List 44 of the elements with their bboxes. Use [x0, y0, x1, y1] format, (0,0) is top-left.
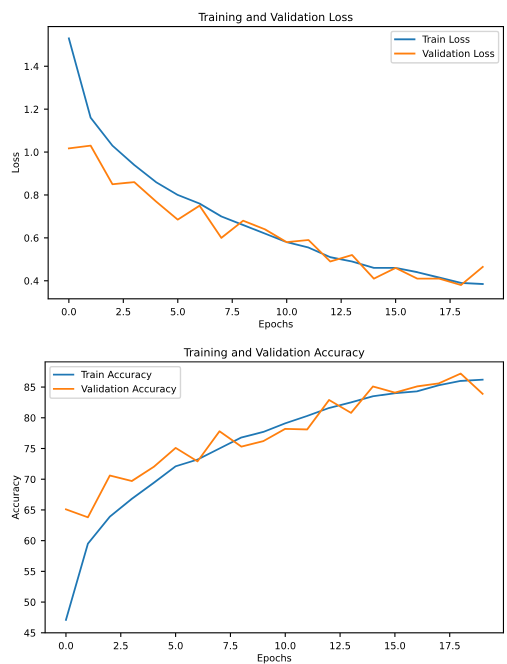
y-tick-label: 1.4 [24, 62, 39, 70]
y-axis-title: Loss [12, 152, 20, 172]
x-axis-title: Epochs [258, 654, 292, 664]
line-series [65, 378, 484, 621]
x-tick-label: 10.0 [275, 642, 296, 650]
y-tick-label: 75 [24, 445, 36, 452]
line-series [65, 372, 484, 518]
x-tick-label: 15.0 [386, 308, 406, 316]
y-tick-label: 60 [24, 537, 36, 544]
legend-label: Train Accuracy [81, 370, 152, 380]
chart-title: Training and Validation Accuracy [184, 348, 364, 359]
legend-label: Train Loss [422, 35, 470, 43]
y-tick-label: 1.0 [24, 148, 38, 156]
x-tick-label: 7.5 [223, 642, 238, 650]
x-tick-label: 0.0 [62, 308, 76, 316]
x-tick-label: 17.5 [440, 642, 460, 650]
x-tick-label: 5.0 [170, 308, 185, 316]
x-tick-label: 15.0 [385, 642, 406, 650]
legend-label: Validation Loss [422, 50, 494, 58]
line-series [68, 144, 484, 286]
chart-title: Training and Validation Loss [198, 12, 353, 24]
y-tick-label: 0.4 [24, 277, 39, 285]
y-tick-label: 50 [24, 598, 36, 606]
x-tick-label: 7.5 [225, 308, 240, 316]
x-tick-label: 12.5 [331, 308, 352, 316]
y-tick-label: 70 [24, 476, 36, 484]
x-tick-label: 10.0 [276, 308, 297, 316]
x-tick-label: 2.5 [116, 308, 130, 316]
x-tick-label: 0.0 [58, 642, 74, 650]
legend-label: Validation Accuracy [81, 384, 176, 394]
x-tick-label: 17.5 [440, 308, 460, 316]
y-tick-label: 55 [24, 568, 36, 576]
y-tick-label: 80 [24, 414, 36, 422]
y-tick-label: 85 [24, 384, 36, 391]
y-tick-label: 0.8 [24, 191, 38, 199]
y-axis-title: Accuracy [12, 475, 21, 520]
x-tick-label: 12.5 [330, 642, 350, 650]
x-axis-title: Epochs [259, 320, 293, 330]
y-tick-label: 1.2 [24, 106, 38, 113]
x-tick-label: 5.0 [168, 642, 183, 650]
x-tick-label: 2.5 [114, 642, 128, 650]
y-tick-label: 0.6 [24, 234, 39, 242]
y-tick-label: 45 [24, 629, 36, 637]
y-tick-label: 65 [24, 506, 36, 514]
